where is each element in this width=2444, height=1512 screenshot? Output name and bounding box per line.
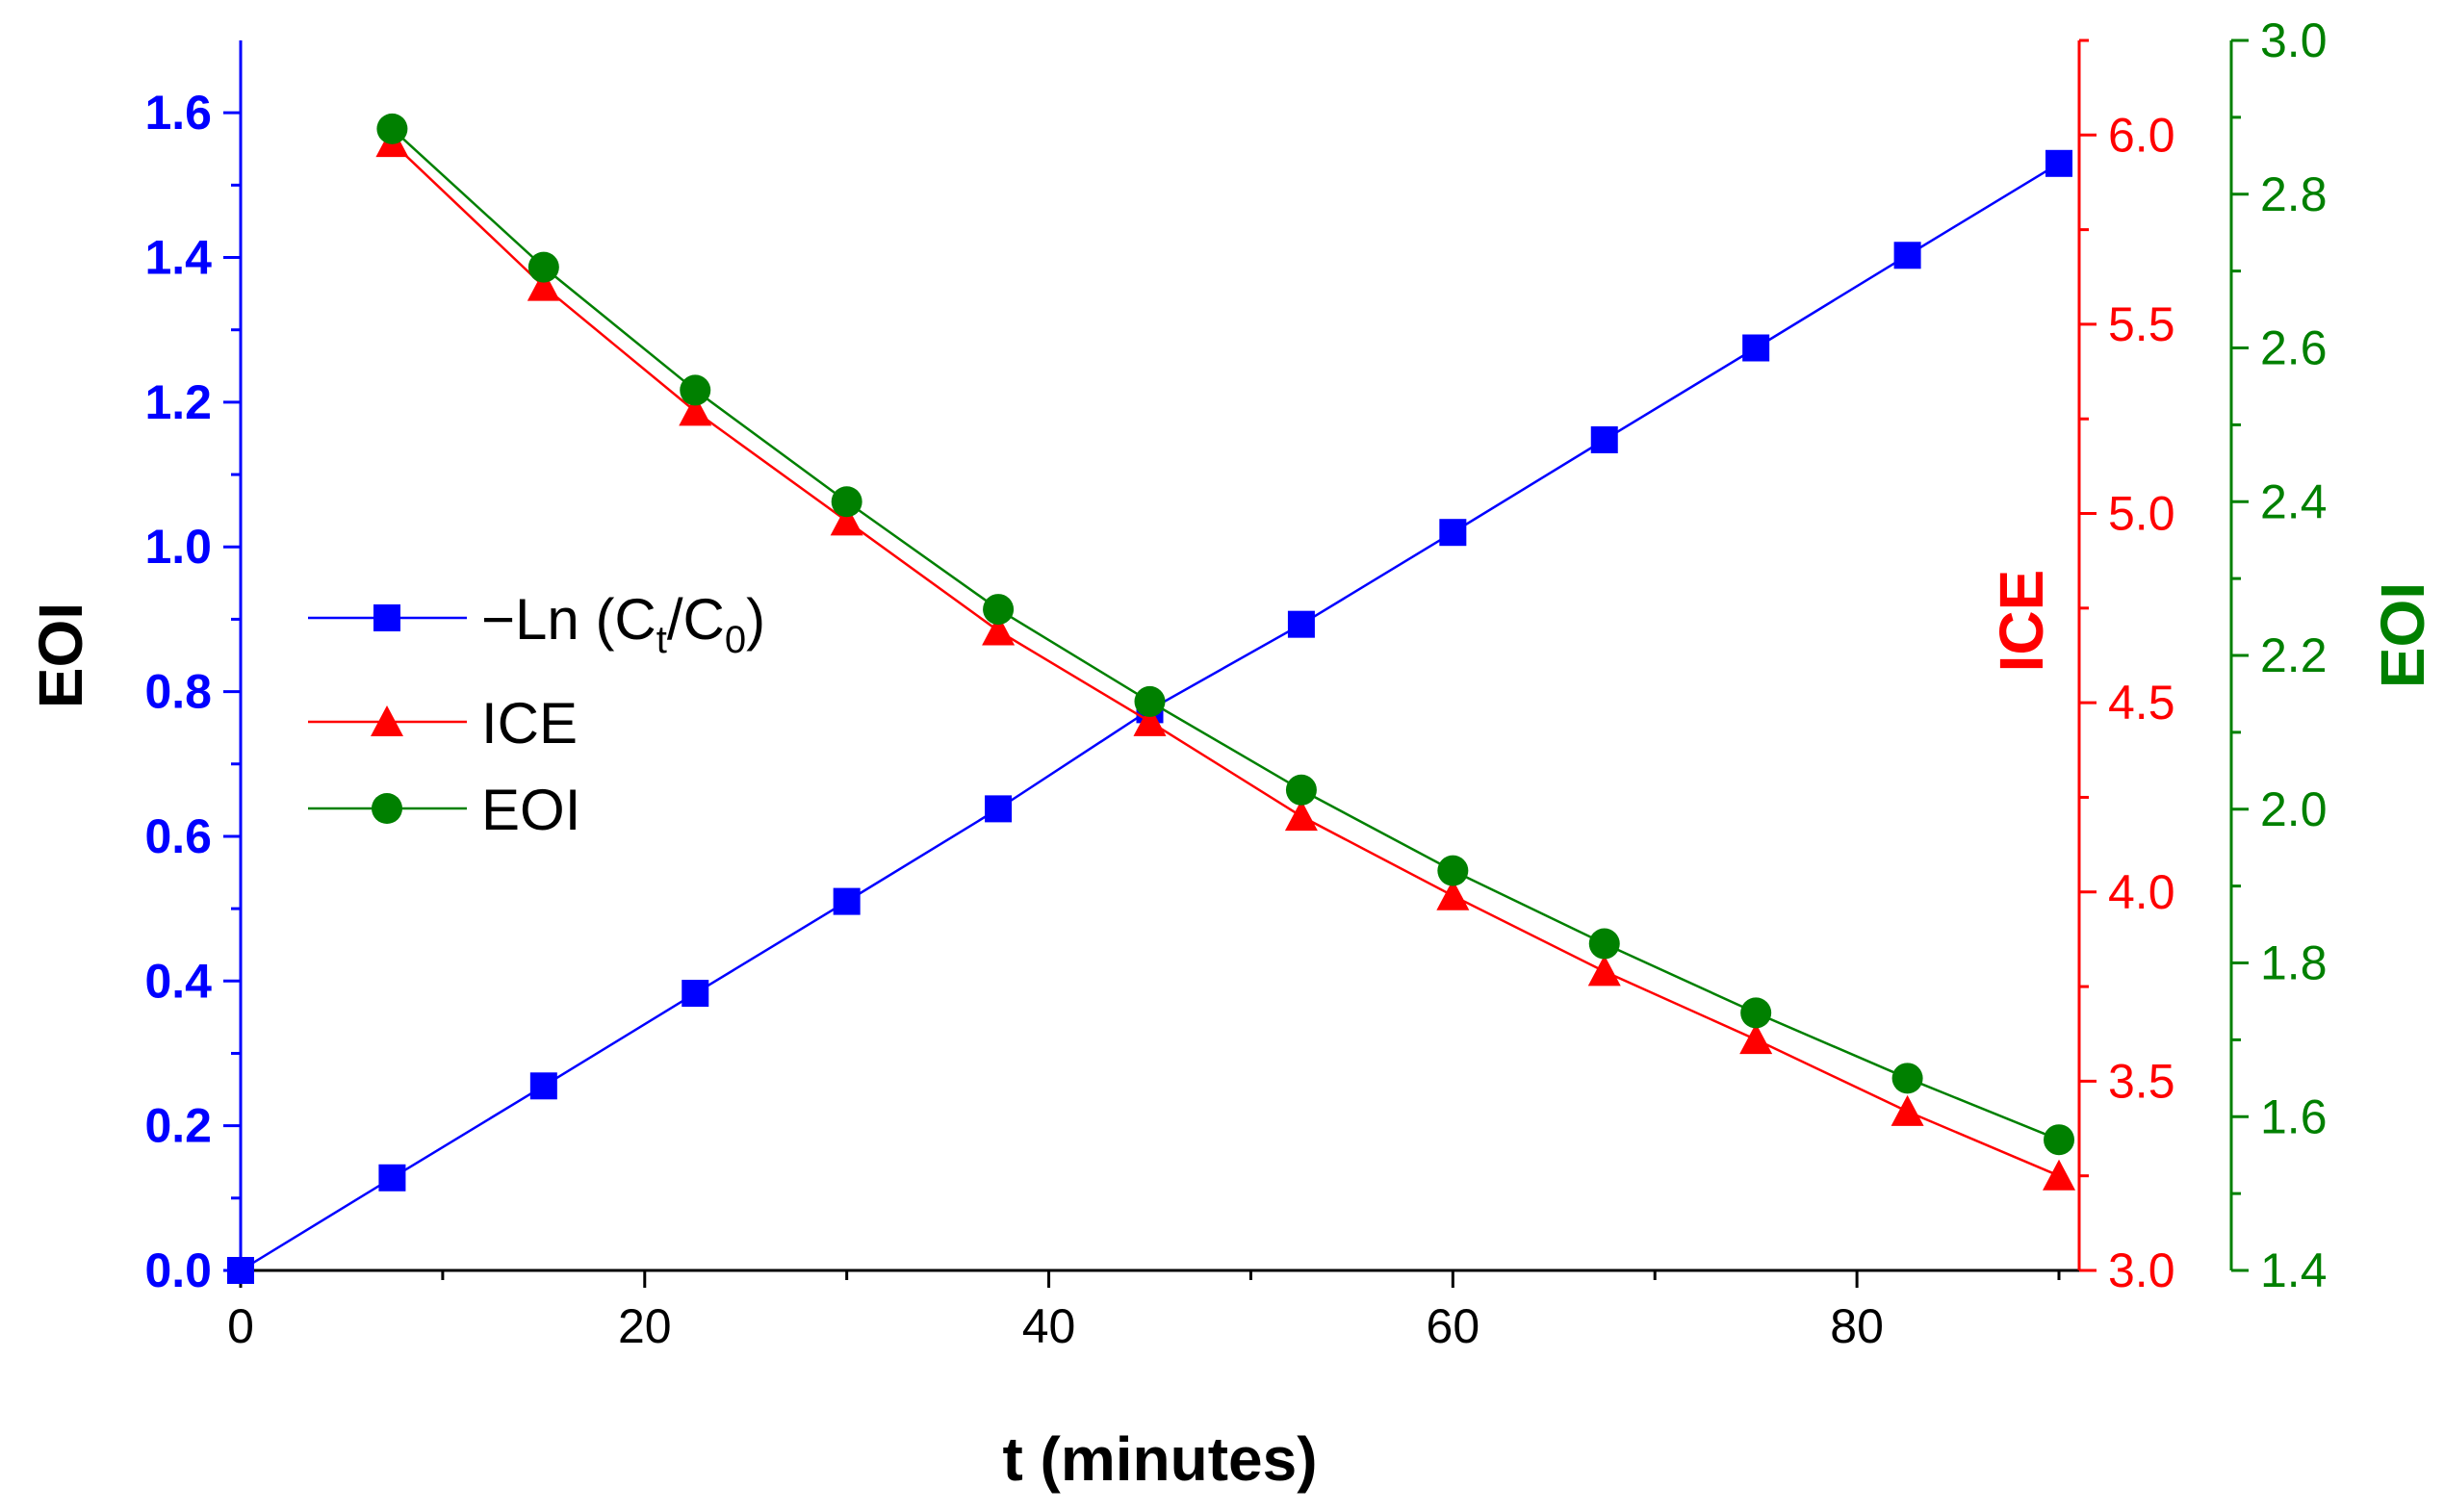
right2-tick-label-7: 2.8 bbox=[2260, 167, 2328, 221]
point-ln-10 bbox=[1742, 334, 1770, 362]
point-eoi-9 bbox=[1740, 997, 1772, 1029]
right2-y-axis-title: EOI bbox=[2368, 582, 2437, 688]
point-ln-5 bbox=[985, 795, 1013, 823]
right1-tick-label-6: 6.0 bbox=[2108, 108, 2175, 162]
legend-ln-sub1: t bbox=[656, 619, 667, 661]
legend-item-eoi: EOI bbox=[308, 778, 580, 842]
legend-marker-eoi bbox=[372, 793, 402, 824]
series-layer bbox=[227, 113, 2076, 1284]
right2-tick-label-5: 2.4 bbox=[2260, 474, 2328, 528]
point-ice-4 bbox=[982, 614, 1016, 646]
point-eoi-1 bbox=[527, 251, 559, 283]
point-ice-5 bbox=[1133, 705, 1167, 736]
x-tick-label-80: 80 bbox=[1830, 1299, 1884, 1353]
legend-ln-mid: /C bbox=[667, 587, 725, 652]
right1-tick-label-4: 5.0 bbox=[2108, 487, 2175, 541]
left-tick-label-0: 0.0 bbox=[144, 1243, 212, 1297]
point-ln-0 bbox=[227, 1257, 254, 1284]
left-tick-label-5: 1.0 bbox=[144, 520, 212, 574]
series-line-ice bbox=[391, 141, 2060, 1177]
legend-item-ln: −Ln (Ct/C0) bbox=[308, 587, 765, 661]
legend-marker-ln bbox=[373, 604, 400, 631]
point-eoi-5 bbox=[1134, 685, 1166, 717]
x-tick-label-20: 20 bbox=[618, 1299, 672, 1353]
legend-label-eoi: EOI bbox=[481, 778, 580, 842]
left-tick-label-1: 0.2 bbox=[144, 1099, 212, 1153]
legend-ln-main: −Ln (C bbox=[481, 587, 656, 652]
point-ice-11 bbox=[2043, 1159, 2076, 1191]
point-ln-2 bbox=[529, 1072, 557, 1100]
left-tick-label-7: 1.4 bbox=[144, 231, 212, 285]
left-tick-label-3: 0.6 bbox=[144, 809, 212, 863]
legend-ln-end: ) bbox=[746, 587, 765, 652]
right2-tick-label-0: 1.4 bbox=[2260, 1243, 2328, 1297]
left-tick-label-4: 0.8 bbox=[144, 665, 212, 719]
point-eoi-4 bbox=[983, 594, 1015, 626]
point-ice-10 bbox=[1891, 1094, 1924, 1126]
legend-ln-sub2: 0 bbox=[725, 619, 746, 661]
point-ln-8 bbox=[1439, 519, 1467, 547]
point-eoi-3 bbox=[831, 486, 862, 518]
left-tick-label-6: 1.2 bbox=[144, 375, 212, 429]
point-eoi-6 bbox=[1285, 774, 1317, 806]
x-tick-label-60: 60 bbox=[1427, 1299, 1480, 1353]
series-line-eoi bbox=[391, 127, 2060, 1141]
right2-tick-label-4: 2.2 bbox=[2260, 628, 2328, 682]
legend-label-ln: −Ln (Ct/C0) bbox=[481, 587, 765, 661]
point-ice-6 bbox=[1284, 800, 1318, 832]
left-tick-label-8: 1.6 bbox=[144, 86, 212, 140]
point-eoi-0 bbox=[376, 113, 408, 144]
point-ln-7 bbox=[1287, 610, 1315, 638]
legend: −Ln (Ct/C0) ICE EOI bbox=[308, 587, 765, 842]
right1-y-ticks: 3.0 3.5 4.0 4.5 5.0 5.5 6.0 bbox=[2079, 38, 2175, 1297]
x-axis-title: t (minutes) bbox=[1002, 1424, 1317, 1494]
right1-y-axis-title: ICE bbox=[1987, 570, 2056, 673]
x-tick-label-0: 0 bbox=[227, 1299, 254, 1353]
x-ticks: 0 20 40 60 80 bbox=[227, 1270, 2061, 1353]
legend-label-ice: ICE bbox=[481, 691, 578, 756]
point-eoi-7 bbox=[1437, 855, 1469, 886]
legend-item-ice: ICE bbox=[308, 691, 578, 756]
point-ice-9 bbox=[1739, 1023, 1773, 1055]
point-ice-1 bbox=[527, 269, 560, 301]
point-ice-3 bbox=[830, 504, 863, 536]
right1-tick-label-0: 3.0 bbox=[2108, 1243, 2175, 1297]
point-ln-1 bbox=[378, 1164, 406, 1192]
plot-area bbox=[239, 40, 2233, 1272]
left-tick-label-2: 0.4 bbox=[144, 954, 212, 1008]
point-eoi-2 bbox=[680, 374, 711, 406]
point-ice-8 bbox=[1587, 955, 1621, 987]
right2-tick-label-1: 1.6 bbox=[2260, 1089, 2328, 1143]
point-ice-7 bbox=[1436, 879, 1470, 910]
right1-tick-label-2: 4.0 bbox=[2108, 865, 2175, 919]
right2-tick-label-3: 2.0 bbox=[2260, 782, 2328, 836]
x-tick-label-40: 40 bbox=[1022, 1299, 1076, 1353]
right2-tick-label-2: 1.8 bbox=[2260, 936, 2328, 990]
legend-marker-ice bbox=[371, 705, 403, 736]
point-eoi-8 bbox=[1588, 928, 1620, 960]
point-ln-11 bbox=[1893, 242, 1921, 269]
right1-tick-label-3: 4.5 bbox=[2108, 676, 2175, 730]
point-ice-2 bbox=[679, 395, 712, 426]
right2-tick-label-6: 2.6 bbox=[2260, 321, 2328, 375]
right1-tick-label-5: 5.5 bbox=[2108, 297, 2175, 351]
left-y-axis-title: EOI bbox=[26, 602, 95, 708]
point-eoi-11 bbox=[2044, 1124, 2075, 1156]
right1-tick-label-1: 3.5 bbox=[2108, 1054, 2175, 1108]
point-ln-12 bbox=[2045, 149, 2073, 177]
left-y-ticks: 0.0 0.2 0.4 0.6 0.8 1.0 1.2 1.4 1.6 bbox=[144, 86, 241, 1297]
right2-y-ticks: 1.4 1.6 1.8 2.0 2.2 2.4 2.6 2.8 3.0 bbox=[2231, 13, 2328, 1297]
point-ln-3 bbox=[682, 980, 709, 1008]
point-eoi-10 bbox=[1891, 1063, 1923, 1094]
point-ln-4 bbox=[833, 887, 861, 915]
right2-tick-label-8: 3.0 bbox=[2260, 13, 2328, 67]
point-ln-9 bbox=[1590, 425, 1618, 453]
